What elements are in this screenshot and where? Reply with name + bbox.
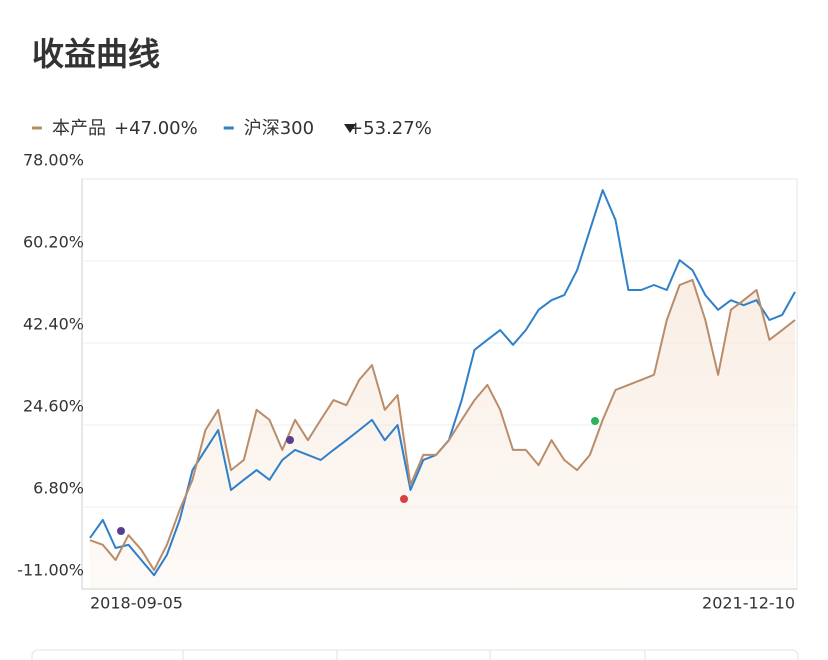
y-tick-label: 42.40%: [23, 315, 84, 334]
y-tick-label: 24.60%: [23, 397, 84, 416]
dropdown-icon[interactable]: [344, 124, 356, 133]
area: [90, 279, 795, 589]
plot-area: [82, 189, 797, 589]
legend-change: +47.00%: [114, 118, 198, 139]
x-tick-label: 2018-09-05: [90, 594, 183, 613]
legend-change: +53.27%: [348, 118, 432, 139]
legend-label: 本产品: [52, 118, 106, 139]
event-dot[interactable]: [117, 527, 125, 535]
y-tick-label: 60.20%: [23, 233, 84, 252]
event-dot[interactable]: [286, 436, 294, 444]
y-tick-label: 6.80%: [33, 479, 84, 498]
series-line: [89, 278, 796, 572]
x-tick-label: 2021-12-10: [702, 594, 795, 613]
event-dot[interactable]: [400, 495, 408, 503]
event-dot[interactable]: [591, 417, 599, 425]
y-tick-label: -11.00%: [17, 561, 84, 580]
chart-title: 收益曲线: [32, 35, 160, 73]
y-tick-label: 78.00%: [23, 151, 84, 170]
legend-label: 沪深300: [244, 118, 314, 139]
tab-bar[interactable]: [31, 649, 799, 660]
legend: 本产品 +47.00% 沪深300 +53.27%: [32, 118, 432, 139]
